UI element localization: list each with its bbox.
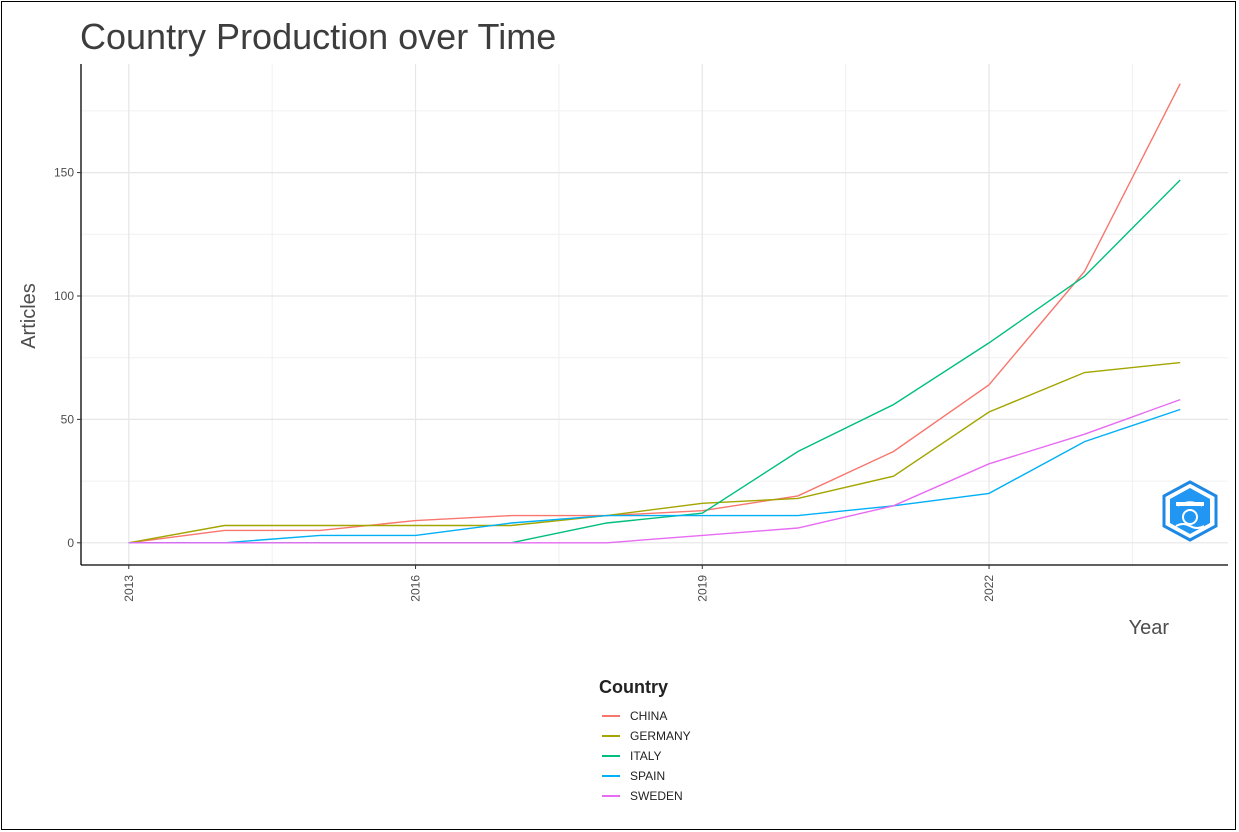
axes [80, 64, 1228, 566]
series-line-china [128, 83, 1181, 544]
y-tick-label: 100 [54, 289, 74, 303]
legend-item-italy: ITALY [599, 746, 691, 766]
x-tick-label: 2013 [122, 575, 136, 602]
legend-title: Country [599, 677, 668, 697]
series-lines [128, 83, 1181, 544]
x-tick-label: 2019 [695, 575, 709, 602]
y-tick-label: 0 [67, 536, 74, 550]
x-tick-label: 2016 [409, 575, 423, 602]
legend-label: SPAIN [630, 769, 666, 783]
legend-label: ITALY [630, 749, 662, 763]
grid-minor [81, 64, 1228, 565]
legend-label: GERMANY [630, 729, 691, 743]
legend-items: CHINA GERMANY ITALY SPAIN SWEDEN [599, 706, 691, 806]
grid-major [81, 64, 1228, 565]
x-tick-label: 2022 [982, 575, 996, 602]
legend-swatch [602, 775, 620, 777]
legend-label: CHINA [630, 709, 668, 723]
legend-item-germany: GERMANY [599, 726, 691, 746]
legend-swatch [602, 715, 620, 717]
legend-item-china: CHINA [599, 706, 691, 726]
y-ticks: 0 50 100 150 [54, 166, 81, 550]
chart-title: Country Production over Time [80, 16, 557, 57]
watermark-logo-icon [1162, 480, 1218, 542]
legend-item-sweden: SWEDEN [599, 786, 691, 806]
legend: Country CHINA GERMANY ITALY SPAIN SWEDEN [599, 677, 691, 806]
y-tick-label: 150 [54, 166, 74, 180]
legend-swatch [602, 735, 620, 737]
series-line-sweden [128, 398, 1181, 544]
series-line-germany [128, 361, 1181, 544]
legend-item-spain: SPAIN [599, 766, 691, 786]
legend-label: SWEDEN [630, 789, 683, 803]
series-line-spain [128, 408, 1181, 544]
legend-swatch [602, 795, 620, 797]
y-axis-title: Articles [18, 283, 40, 349]
x-axis-title: Year [1129, 617, 1170, 639]
y-tick-label: 50 [61, 412, 75, 426]
legend-swatch [602, 755, 620, 757]
x-ticks: 2013 2016 2019 2022 [122, 565, 996, 602]
